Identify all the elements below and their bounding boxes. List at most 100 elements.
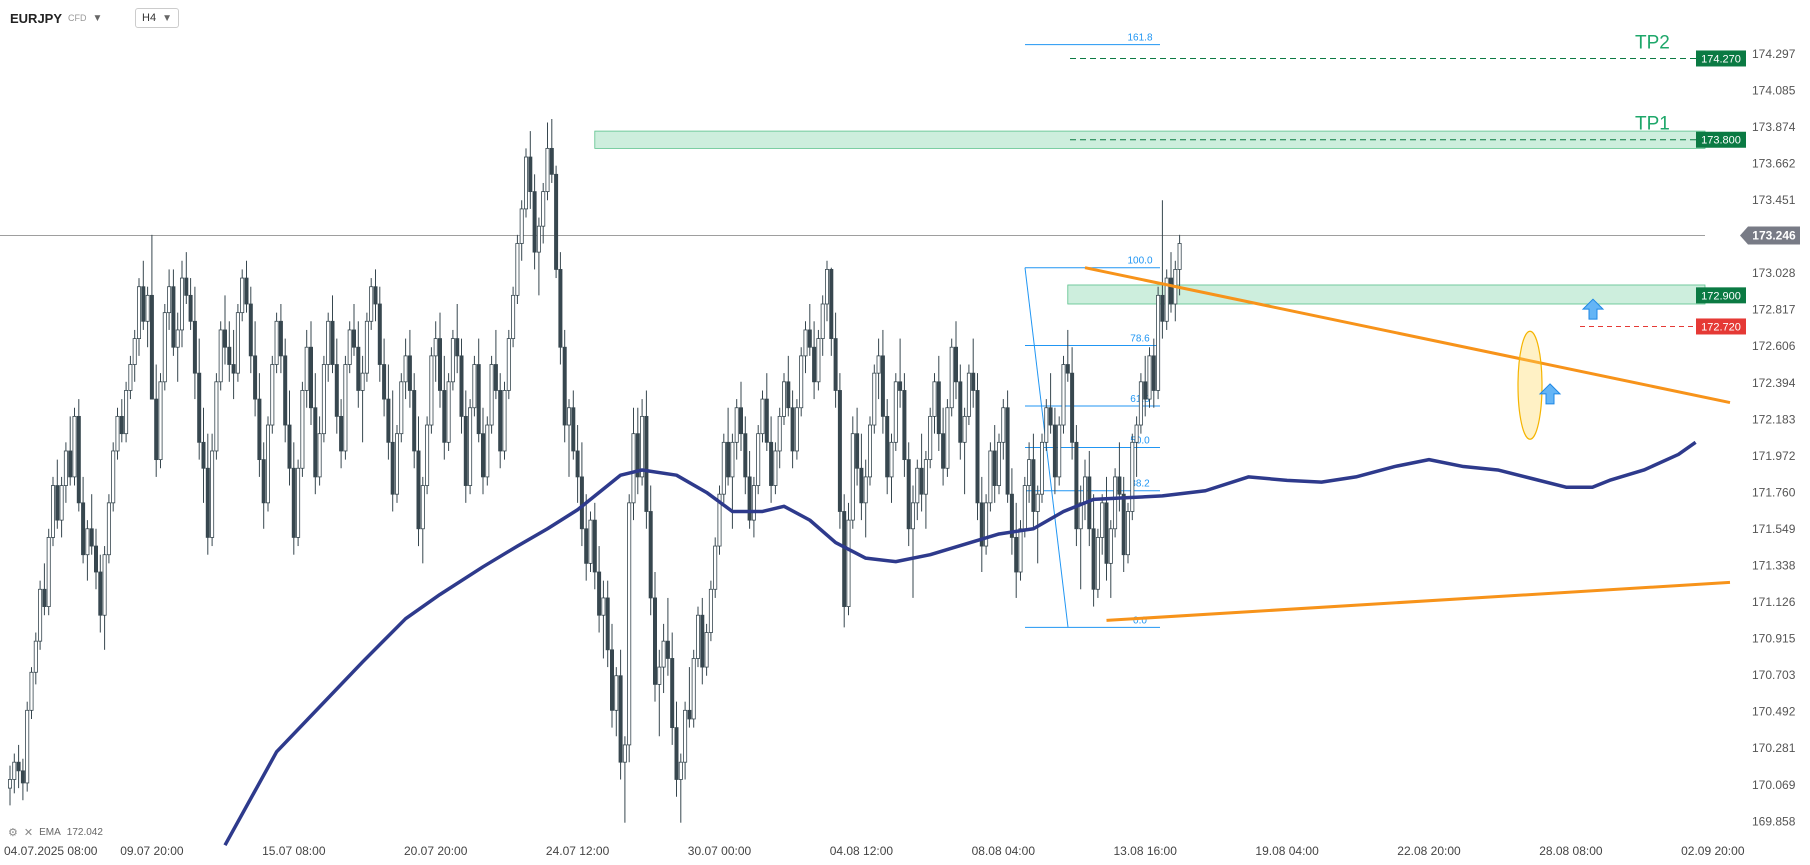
bear-candle [975,390,980,504]
bull-candle [1177,243,1182,270]
bull-candle [868,424,873,478]
level-price-text: 172.900 [1701,290,1741,302]
bear-candle [554,173,559,270]
bull-candle [218,329,223,383]
bear-candle [665,640,670,659]
bear-candle [790,407,795,452]
bull-candle [300,390,305,469]
bear-candle [261,459,266,504]
bear-candle [16,761,21,772]
bull-candle [876,355,881,374]
bear-candle [670,658,675,729]
bull-candle [545,147,550,193]
bull-candle [893,381,898,443]
bull-candle [966,372,971,417]
bull-candle [33,640,38,673]
bear-candle [476,364,481,435]
bull-candle [7,779,12,789]
price-tick: 169.858 [1752,814,1796,828]
timeframe-selector[interactable]: H4 ▼ [135,8,179,28]
bear-candle [42,588,47,607]
bear-candle [1143,381,1148,400]
symbol-selector[interactable]: EURJPY CFD ▼ [10,8,102,28]
bull-candle [984,502,989,547]
bear-candle [1074,441,1079,530]
time-axis: 04.07.2025 08:00 09.07 20:00 15.07 08:00 20… [4,844,1745,858]
bull-candle [730,441,735,478]
bull-candle [863,476,868,504]
bear-candle [605,597,610,651]
bull-candle [132,338,137,365]
bull-candle [1164,277,1169,322]
bull-candle [704,632,709,668]
fib-level-label: 78.6 [1130,333,1150,344]
bear-candle [700,614,705,668]
bear-candle [192,320,197,374]
bull-candle [1095,537,1100,590]
bear-candle [906,459,911,530]
trendlines-layer [1084,266,1731,622]
bull-candle [915,467,920,504]
bear-candle [119,415,124,435]
bull-candle [343,364,348,452]
bull-candle [1001,407,1006,443]
ema-legend: ⚙ ✕ EMA 172.042 [8,826,103,839]
time-tick: 13.08 16:00 [1113,844,1177,858]
level-price-text: 174.270 [1701,53,1741,65]
bull-candle [949,346,954,409]
bull-candle [106,502,111,556]
bull-candle [51,485,56,538]
time-tick: 04.07.2025 08:00 [4,844,98,858]
bear-candle [1151,355,1156,391]
price-tick: 171.972 [1752,449,1796,463]
bear-candle [244,277,249,305]
close-icon[interactable]: ✕ [23,827,34,839]
bear-candle [842,511,847,607]
bull-candle [162,312,167,383]
bear-candle [334,364,339,417]
bear-candle [837,390,842,512]
bull-candle [760,398,765,435]
time-tick: 19.08 04:00 [1255,844,1319,858]
bull-candle [128,364,133,391]
bull-candle [403,355,408,383]
bull-candle [1018,528,1023,573]
bull-candle [235,312,240,374]
time-tick: 08.08 04:00 [972,844,1036,858]
trendline-upper [1084,266,1731,405]
bull-candle [111,450,116,504]
bear-candle [739,407,744,435]
level-price-label [1696,287,1746,304]
bull-candle [317,433,322,478]
bull-candle [29,671,34,711]
signal-arrow [1538,383,1562,405]
bear-candle [76,415,81,504]
bear-candle [283,355,288,426]
fib-level-label: 0.0 [1133,615,1147,626]
bear-candle [764,398,769,443]
bull-candle [158,381,163,461]
trendline-lower [1106,580,1731,622]
bull-candle [696,614,701,659]
bear-candle [89,528,94,547]
time-tick: 09.07 20:00 [120,844,184,858]
bull-candle [962,415,967,443]
tp-label: TP2 [1635,32,1670,53]
bull-candle [46,537,51,607]
bull-candle [519,208,524,244]
price-tick: 172.394 [1752,376,1796,390]
bull-candle [997,441,1002,486]
bull-candle [756,433,761,486]
bear-candle [498,390,503,452]
bear-candle [257,398,262,461]
bull-candle [1022,485,1027,530]
bear-candle [885,415,890,478]
settings-icon[interactable]: ⚙ [8,827,18,839]
bear-candle [339,415,344,452]
bull-candle [240,277,245,314]
bear-candle [726,441,731,478]
bear-candle [812,346,817,383]
bear-candle [859,467,864,504]
bear-candle [248,303,253,357]
